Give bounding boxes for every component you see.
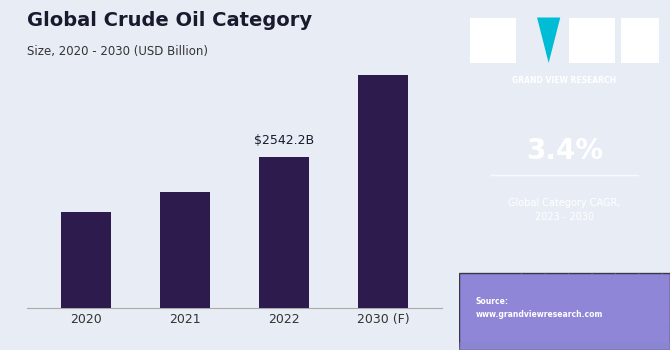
Text: Global Crude Oil Category: Global Crude Oil Category: [27, 10, 312, 29]
Bar: [259, 157, 309, 350]
Polygon shape: [537, 18, 560, 63]
Text: Global Category CAGR,
2023 - 2030: Global Category CAGR, 2023 - 2030: [509, 198, 620, 222]
FancyBboxPatch shape: [459, 273, 670, 350]
Text: Size, 2020 - 2030 (USD Billion): Size, 2020 - 2030 (USD Billion): [27, 46, 208, 58]
FancyBboxPatch shape: [569, 18, 615, 63]
Text: GRAND VIEW RESEARCH: GRAND VIEW RESEARCH: [513, 76, 616, 85]
Text: $2542.2B: $2542.2B: [254, 134, 314, 147]
FancyBboxPatch shape: [622, 18, 659, 63]
Bar: [62, 212, 111, 350]
Bar: [358, 75, 407, 350]
Text: 3.4%: 3.4%: [526, 136, 603, 164]
FancyBboxPatch shape: [470, 18, 516, 63]
Text: Source:
www.grandviewresearch.com: Source: www.grandviewresearch.com: [476, 297, 603, 319]
Bar: [160, 193, 210, 350]
